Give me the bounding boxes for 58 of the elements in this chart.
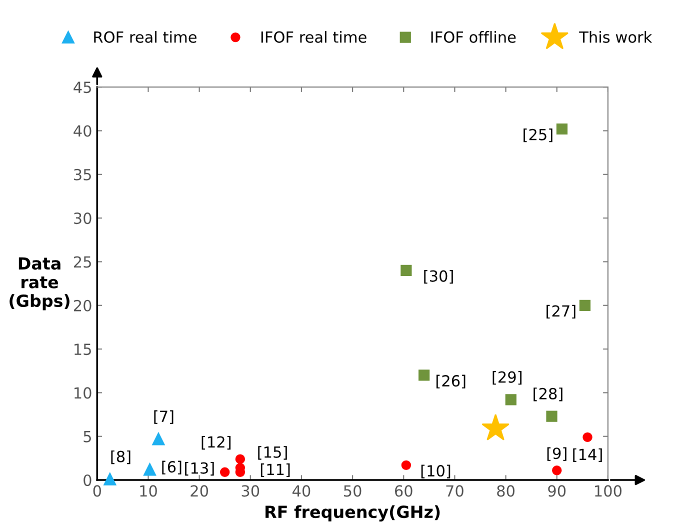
annotation: [9] [547, 447, 566, 461]
y-tick-label: 25 [74, 256, 91, 268]
y-tick-label: 20 [74, 300, 92, 312]
point [144, 463, 156, 476]
annotation: [7] [154, 410, 174, 424]
point [482, 414, 510, 440]
point [104, 472, 116, 486]
x-tick-label: 90 [548, 485, 566, 497]
point [418, 370, 430, 381]
annotation: [27] [546, 304, 576, 319]
y-tick-label: 40 [74, 125, 92, 137]
legend-label: IFOF real time [261, 31, 366, 43]
x-tick-label: 100 [595, 485, 622, 497]
annotation: [6] [162, 460, 182, 474]
annotation: [26] [436, 374, 466, 388]
annotation: [10] [421, 464, 450, 478]
x-tick-label: 20 [190, 485, 208, 497]
annotation: [25] [524, 128, 552, 142]
legend-label: This work [579, 31, 652, 43]
x-tick-label: 70 [446, 485, 464, 497]
x-tick-label: 60 [394, 485, 412, 497]
annotation: [13] [185, 462, 214, 476]
point [235, 454, 246, 464]
annotation: [30] [424, 270, 453, 284]
legend-label: IFOF offline [431, 31, 516, 43]
y-tick-label: 5 [84, 431, 91, 442]
y-tick-label: 30 [74, 212, 92, 224]
y-axis-title: Data rate (Gbps) [10, 257, 70, 310]
y-tick-label: 0 [84, 474, 92, 486]
annotation: [14] [573, 448, 602, 462]
point [556, 123, 568, 135]
point [400, 264, 412, 276]
point [552, 466, 562, 476]
point [220, 467, 230, 478]
annotation: [12] [202, 436, 231, 450]
x-tick-label: 0 [93, 485, 102, 497]
x-axis-title: RF frequency(GHz) [266, 505, 440, 522]
point [505, 394, 516, 406]
point [401, 460, 412, 470]
annotation: [28] [534, 388, 562, 402]
x-tick-label: 50 [344, 485, 362, 497]
annotation: [11] [260, 463, 290, 478]
y-tick-label: 45 [74, 82, 91, 94]
x-tick-label: 10 [140, 485, 157, 497]
y-tick-label: 15 [74, 344, 91, 356]
point [582, 432, 592, 442]
point [579, 300, 591, 311]
x-tick-label: 30 [242, 485, 260, 497]
annotation: [15] [258, 446, 287, 460]
legend-label: ROF real time [94, 31, 196, 43]
point [546, 410, 558, 422]
y-tick-label: 10 [74, 387, 92, 399]
x-tick-label: 80 [497, 485, 514, 497]
point [152, 432, 165, 446]
annotation: [8] [111, 450, 130, 464]
y-tick-label: 35 [74, 168, 91, 180]
x-tick-label: 40 [292, 485, 310, 497]
annotation: [29] [492, 371, 522, 385]
